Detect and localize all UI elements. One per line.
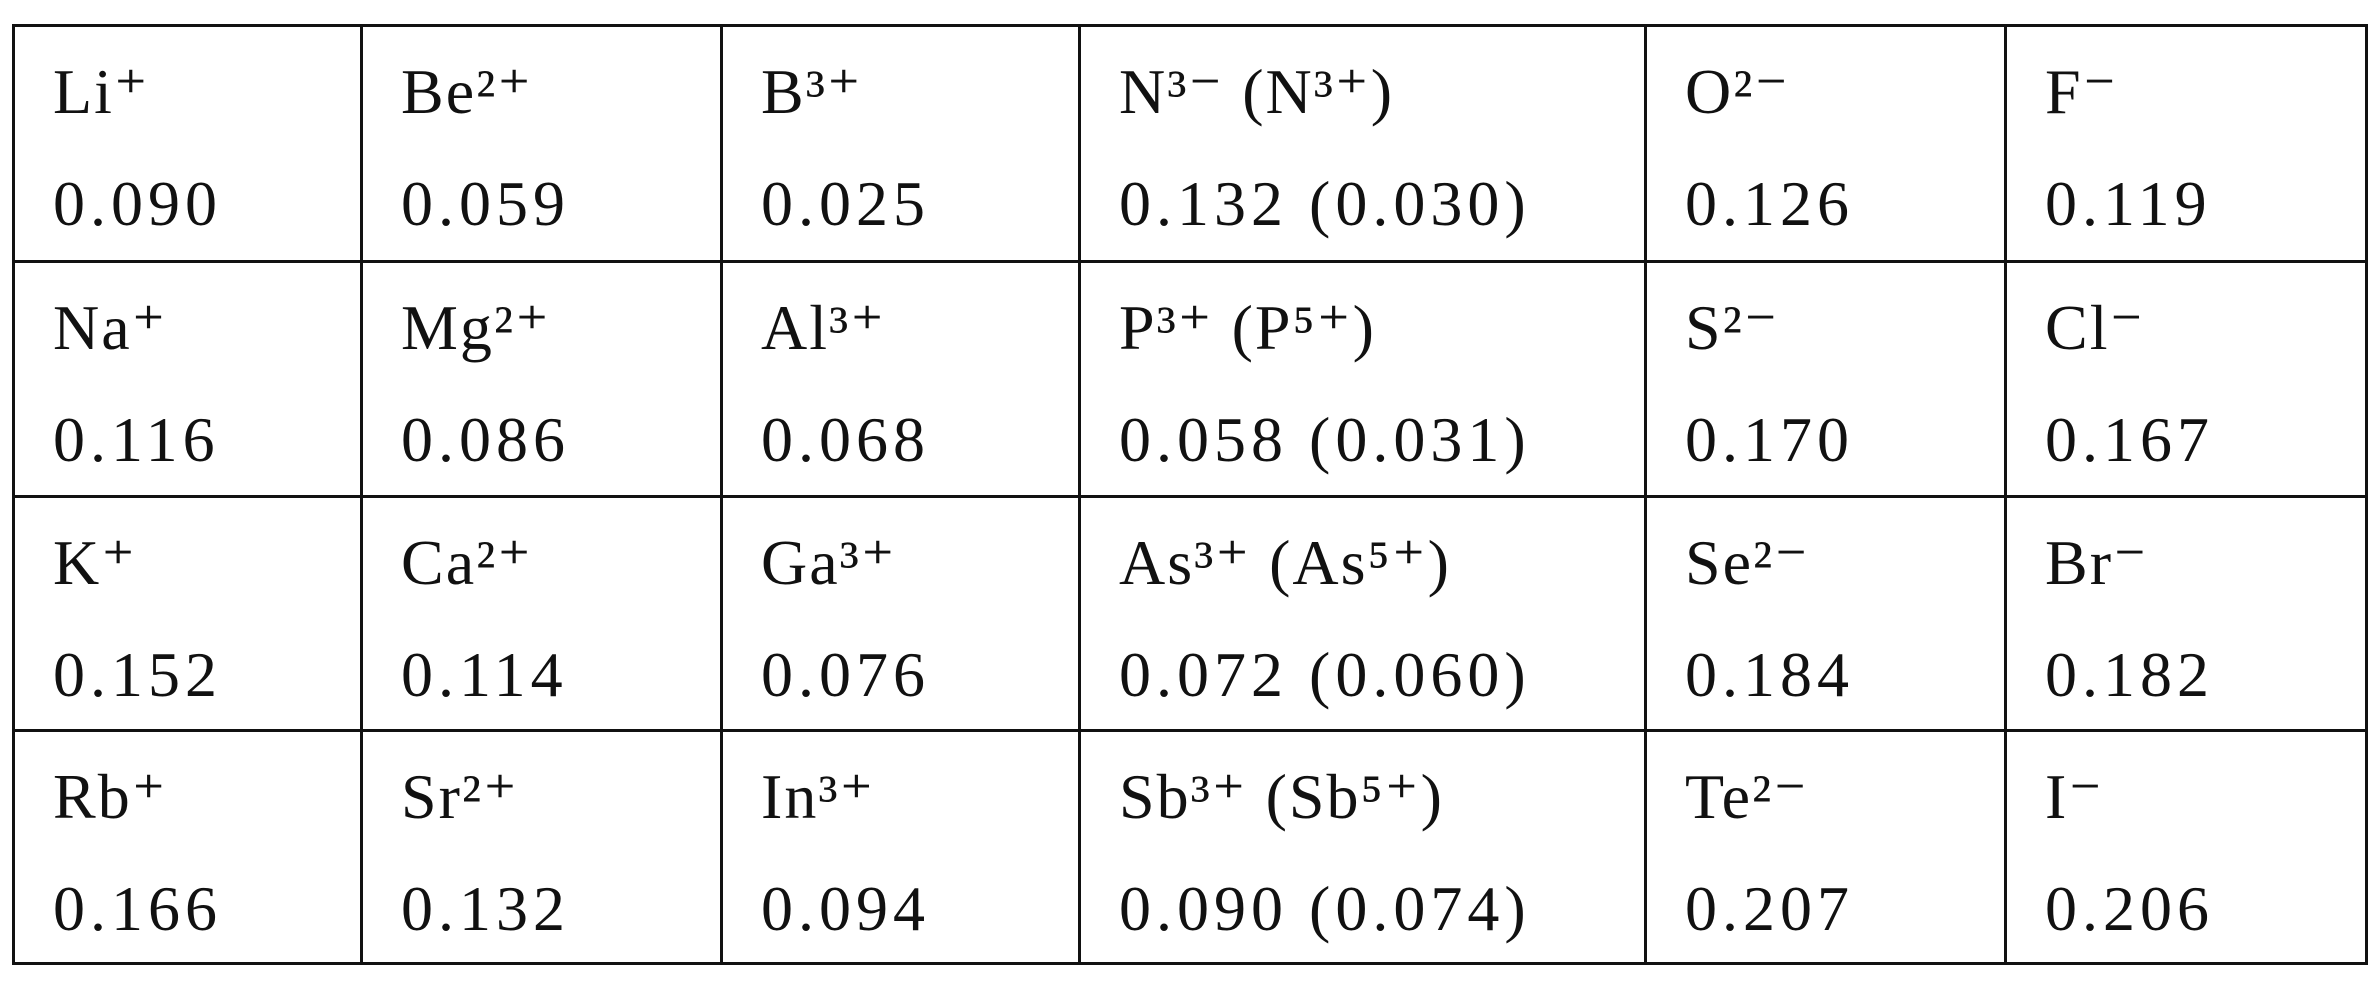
ion-label: Mg²⁺ [401, 292, 551, 363]
table-cell: Cl⁻ 0.167 [2004, 260, 2368, 498]
ion-label: B³⁺ [761, 56, 863, 127]
ion-label: Sr²⁺ [401, 761, 519, 832]
ion-radius: 0.086 [401, 404, 570, 475]
table-cell: In³⁺ 0.094 [720, 729, 1081, 965]
table-cell: Be²⁺ 0.059 [360, 24, 723, 263]
table-cell: Se²⁻ 0.184 [1644, 495, 2007, 732]
ion-radius: 0.116 [53, 404, 220, 475]
ion-radius: 0.090 [53, 168, 222, 239]
ion-label: Be²⁺ [401, 56, 534, 127]
ion-radius: 0.132 (0.030) [1119, 168, 1531, 239]
ion-label: Br⁻ [2045, 527, 2149, 598]
ion-label: O²⁻ [1685, 56, 1791, 127]
ion-label: Se²⁻ [1685, 527, 1810, 598]
ion-radius: 0.126 [1685, 168, 1854, 239]
ion-label: Sb³⁺ (Sb⁵⁺) [1119, 761, 1444, 832]
ion-label: P³⁺ (P⁵⁺) [1119, 292, 1376, 363]
ion-label: Na⁺ [53, 292, 168, 363]
table-cell: F⁻ 0.119 [2004, 24, 2368, 263]
table-cell: Ca²⁺ 0.114 [360, 495, 723, 732]
ion-label: As³⁺ (As⁵⁺) [1119, 527, 1451, 598]
ion-label: K⁺ [53, 527, 137, 598]
ion-label: Ga³⁺ [761, 527, 897, 598]
table-cell: N³⁻ (N³⁺) 0.132 (0.030) [1078, 24, 1647, 263]
ion-label: Al³⁺ [761, 292, 886, 363]
ion-radius: 0.132 [401, 873, 570, 944]
ion-radius: 0.166 [53, 873, 222, 944]
ion-radius: 0.184 [1685, 639, 1854, 710]
ion-radius: 0.206 [2045, 873, 2214, 944]
ion-radius: 0.114 [401, 639, 568, 710]
ion-radius: 0.059 [401, 168, 570, 239]
table-cell: P³⁺ (P⁵⁺) 0.058 (0.031) [1078, 260, 1647, 498]
table-cell: I⁻ 0.206 [2004, 729, 2368, 965]
ion-label: F⁻ [2045, 56, 2119, 127]
table-cell: Al³⁺ 0.068 [720, 260, 1081, 498]
table-cell: Rb⁺ 0.166 [12, 729, 363, 965]
ion-radius: 0.058 (0.031) [1119, 404, 1531, 475]
table-cell: O²⁻ 0.126 [1644, 24, 2007, 263]
table-cell: B³⁺ 0.025 [720, 24, 1081, 263]
ion-radius: 0.167 [2045, 404, 2214, 475]
table-cell: Te²⁻ 0.207 [1644, 729, 2007, 965]
ion-label: Te²⁻ [1685, 761, 1809, 832]
table-cell: K⁺ 0.152 [12, 495, 363, 732]
table-cell: Mg²⁺ 0.086 [360, 260, 723, 498]
table-cell: Ga³⁺ 0.076 [720, 495, 1081, 732]
ion-radius: 0.025 [761, 168, 930, 239]
ion-label: Cl⁻ [2045, 292, 2146, 363]
ion-label: Rb⁺ [53, 761, 168, 832]
ion-radius: 0.072 (0.060) [1119, 639, 1531, 710]
ion-label: Li⁺ [53, 56, 150, 127]
table-cell: Na⁺ 0.116 [12, 260, 363, 498]
ion-radius: 0.182 [2045, 639, 2214, 710]
ion-radius: 0.170 [1685, 404, 1854, 475]
ion-label: In³⁺ [761, 761, 876, 832]
table-cell: As³⁺ (As⁵⁺) 0.072 (0.060) [1078, 495, 1647, 732]
ion-label: Ca²⁺ [401, 527, 534, 598]
ion-radius: 0.152 [53, 639, 222, 710]
ion-radius: 0.207 [1685, 873, 1854, 944]
ion-label: S²⁻ [1685, 292, 1780, 363]
table-cell: Sb³⁺ (Sb⁵⁺) 0.090 (0.074) [1078, 729, 1647, 965]
ion-label: N³⁻ (N³⁺) [1119, 56, 1394, 127]
table-cell: Li⁺ 0.090 [12, 24, 363, 263]
ion-radius: 0.090 (0.074) [1119, 873, 1531, 944]
ion-radius: 0.076 [761, 639, 930, 710]
table-cell: S²⁻ 0.170 [1644, 260, 2007, 498]
ion-radius: 0.094 [761, 873, 930, 944]
ion-radius: 0.068 [761, 404, 930, 475]
table-cell: Br⁻ 0.182 [2004, 495, 2368, 732]
ion-label: I⁻ [2045, 761, 2105, 832]
ion-radius: 0.119 [2045, 168, 2212, 239]
table-cell: Sr²⁺ 0.132 [360, 729, 723, 965]
